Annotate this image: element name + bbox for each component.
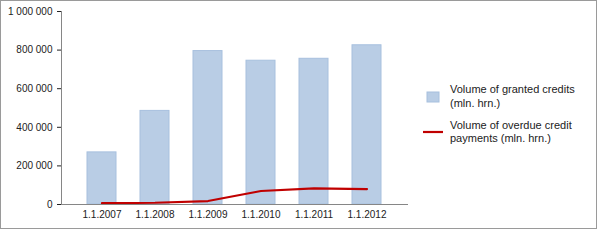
svg-text:200 000: 200 000 <box>16 160 53 171</box>
svg-text:600 000: 600 000 <box>16 83 53 94</box>
svg-text:1.1.2008: 1.1.2008 <box>136 209 175 220</box>
svg-text:1.1.2012: 1.1.2012 <box>348 209 387 220</box>
html-text:Volume of overdue credit payme: Volume of overdue credit payments (mln. … <box>450 118 572 145</box>
svg-text:1 000 000: 1 000 000 <box>8 6 53 17</box>
svg-text:800 000: 800 000 <box>16 44 53 55</box>
svg-text:1.1.2010: 1.1.2010 <box>242 209 281 220</box>
svg-text:400 000: 400 000 <box>16 122 53 133</box>
svg-text:1.1.2011: 1.1.2011 <box>295 209 334 220</box>
html-text:Volume of granted credits (mln: Volume of granted credits (mln. hrn.) <box>450 83 575 109</box>
svg-text:0: 0 <box>47 199 53 210</box>
svg-text:1.1.2009: 1.1.2009 <box>189 209 228 220</box>
svg-text:1.1.2007: 1.1.2007 <box>83 209 122 220</box>
